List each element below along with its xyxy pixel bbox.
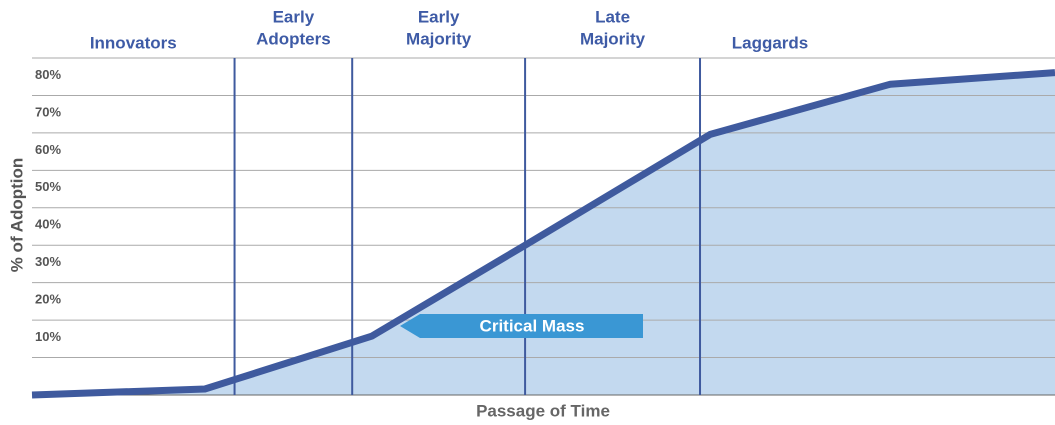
- adoption-line: [31, 69, 1055, 399]
- y-tick-label: 30%: [35, 254, 61, 269]
- annotation-text: Critical Mass: [480, 316, 585, 335]
- y-tick-label: 80%: [35, 67, 61, 82]
- y-tick-label: 20%: [35, 292, 61, 307]
- phase-label: Majority: [580, 29, 646, 48]
- phase-label: Innovators: [90, 33, 177, 52]
- phase-label: Early: [273, 7, 315, 26]
- area-fill: [32, 72, 1055, 395]
- phase-label: Laggards: [732, 33, 809, 52]
- y-tick-label: 40%: [35, 217, 61, 232]
- phase-label: Adopters: [256, 29, 331, 48]
- y-tick-label: 50%: [35, 179, 61, 194]
- annotation-arrow: [400, 314, 643, 338]
- y-tick-label: 60%: [35, 142, 61, 157]
- y-axis-label: % of Adoption: [7, 158, 26, 273]
- x-axis-label: Passage of Time: [476, 401, 610, 420]
- y-tick-label: 10%: [35, 329, 61, 344]
- y-tick-label: 70%: [35, 104, 61, 119]
- phase-label: Late: [595, 7, 630, 26]
- phase-label: Early: [418, 7, 460, 26]
- phase-label: Majority: [406, 29, 472, 48]
